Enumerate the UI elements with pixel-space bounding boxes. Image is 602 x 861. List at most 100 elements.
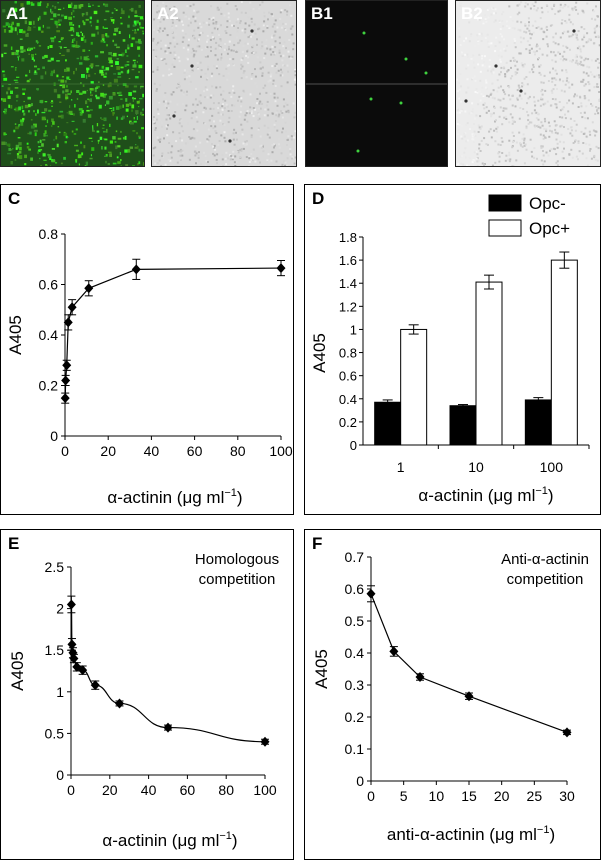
y-tick-label: 1: [350, 322, 357, 337]
data-point: [67, 599, 76, 609]
y-tick-label: 0.6: [339, 369, 357, 384]
series-line: [71, 604, 265, 741]
annotation-text: competition: [507, 571, 584, 588]
y-axis-label: A405: [6, 315, 25, 355]
series-line: [371, 594, 567, 733]
y-tick-label: 0.7: [345, 549, 365, 565]
x-tick-label: 60: [187, 443, 203, 459]
x-axis-label: α-actinin (μg ml−1): [107, 487, 242, 507]
x-axis-label: α-actinin (μg ml−1): [418, 485, 553, 505]
panel-label-e: E: [8, 534, 19, 554]
x-tick-label: 30: [559, 788, 575, 804]
x-tick-label: 60: [180, 782, 196, 798]
y-tick-label: 2: [56, 601, 64, 617]
x-axis-label: anti-α-actinin (μg ml−1): [387, 824, 555, 844]
annotation-text: Anti-α-actinin: [501, 551, 589, 568]
y-tick-label: 0.4: [339, 392, 357, 407]
legend-swatch: [489, 195, 521, 211]
x-tick-label: 25: [527, 788, 543, 804]
y-tick-label: 0.2: [345, 709, 365, 725]
annotation-text: Homologous: [195, 551, 279, 568]
x-tick-label: 80: [230, 443, 246, 459]
data-point: [115, 698, 124, 708]
bar: [450, 406, 476, 445]
data-point: [277, 263, 286, 273]
panel-label-a2: A2: [157, 4, 179, 24]
data-point: [91, 680, 100, 690]
y-tick-label: 0: [50, 428, 58, 444]
x-tick-label: 15: [461, 788, 477, 804]
micrograph-b2: B2: [455, 0, 601, 167]
data-point: [132, 264, 141, 274]
y-tick-label: 0.8: [339, 346, 357, 361]
micrograph-b2-texture: [456, 1, 601, 167]
series-line: [65, 268, 281, 398]
data-point: [62, 360, 71, 370]
x-tick-label: 10: [429, 788, 445, 804]
x-tick-label: 1: [397, 459, 405, 475]
y-tick-label: 0.4: [345, 645, 365, 661]
y-tick-label: 0.8: [39, 226, 59, 242]
x-tick-label: 0: [367, 788, 375, 804]
micrograph-a1-texture: [1, 1, 145, 167]
bar: [401, 329, 427, 445]
y-tick-label: 1.5: [45, 642, 65, 658]
panel-label-b1: B1: [311, 4, 333, 24]
legend-label: Opc-: [529, 194, 566, 213]
y-tick-label: 1: [56, 684, 64, 700]
y-tick-label: 0.5: [45, 725, 65, 741]
panel-label-f: F: [312, 534, 322, 554]
y-tick-label: 0: [56, 767, 64, 783]
x-tick-label: 40: [141, 782, 157, 798]
x-tick-label: 40: [144, 443, 160, 459]
micrograph-b1: B1: [305, 0, 448, 167]
y-tick-label: 0.2: [339, 415, 357, 430]
annotation-text: competition: [199, 571, 276, 588]
x-tick-label: 100: [253, 782, 277, 798]
y-tick-label: 0.2: [39, 378, 59, 394]
x-tick-label: 20: [102, 782, 118, 798]
y-tick-label: 0.6: [345, 581, 365, 597]
y-tick-label: 1.8: [339, 230, 357, 245]
micrograph-b1-texture: [306, 1, 448, 167]
data-point: [367, 589, 376, 599]
x-tick-label: 80: [218, 782, 234, 798]
bar: [476, 282, 502, 445]
legend-label: Opc+: [529, 219, 570, 238]
x-tick-label: 100: [269, 443, 293, 459]
y-axis-label: A405: [310, 333, 329, 373]
micrograph-a1: A1: [0, 0, 145, 167]
legend-swatch: [489, 220, 521, 236]
y-tick-label: 1.6: [339, 253, 357, 268]
x-tick-label: 0: [67, 782, 75, 798]
y-tick-label: 1.2: [339, 299, 357, 314]
panel-label-b2: B2: [461, 4, 483, 24]
x-tick-label: 100: [540, 459, 564, 475]
y-tick-label: 0.3: [345, 677, 365, 693]
data-point: [164, 723, 173, 733]
y-tick-label: 0.4: [39, 327, 59, 343]
panel-label-c: C: [8, 189, 20, 209]
y-tick-label: 0: [350, 438, 357, 453]
x-tick-label: 20: [494, 788, 510, 804]
data-point: [61, 375, 70, 385]
bar: [375, 402, 401, 445]
y-tick-label: 0.1: [345, 741, 365, 757]
y-axis-label: A405: [312, 649, 331, 689]
panel-label-d: D: [312, 189, 324, 209]
y-axis-label: A405: [8, 651, 27, 691]
bar: [525, 400, 551, 445]
bar: [551, 260, 577, 445]
x-tick-label: 5: [400, 788, 408, 804]
x-tick-label: 10: [468, 459, 484, 475]
data-point: [61, 393, 70, 403]
x-tick-label: 0: [61, 443, 69, 459]
